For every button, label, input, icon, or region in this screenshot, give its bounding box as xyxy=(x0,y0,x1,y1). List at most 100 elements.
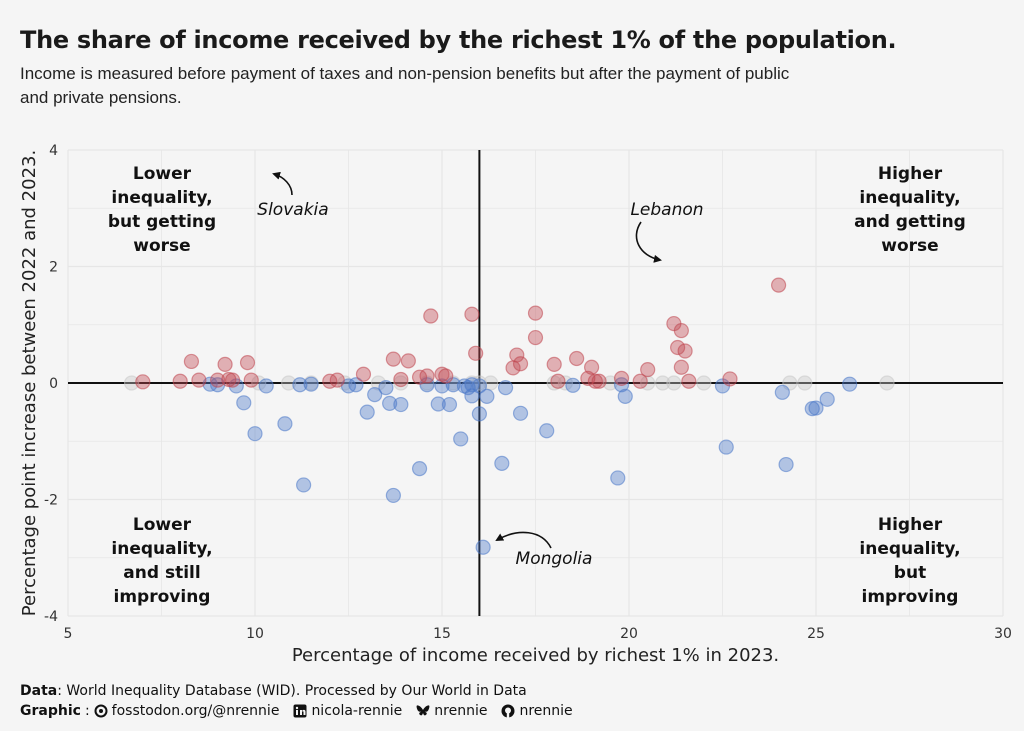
graphic-credit-caption: Graphic: fosstodon.org/@nrennie nicola-r… xyxy=(20,703,573,719)
point-decrease xyxy=(494,455,510,471)
point-decrease xyxy=(453,431,469,447)
point-decrease xyxy=(385,487,401,504)
chart-subtitle: Income is measured before payment of tax… xyxy=(20,64,790,107)
point-increase xyxy=(210,372,226,388)
linkedin-handle[interactable]: nicola-rennie xyxy=(311,703,403,719)
y-axis-label: Percentage point increase between 2022 a… xyxy=(19,150,40,616)
point-decrease xyxy=(430,396,446,412)
point-decrease xyxy=(808,400,824,416)
y-tick-label: 0 xyxy=(49,376,58,392)
point-increase xyxy=(550,373,566,389)
mastodon-icon xyxy=(94,704,108,718)
point-decrease xyxy=(411,461,428,477)
point-decrease xyxy=(367,387,383,403)
quadrant-label-line: inequality, xyxy=(859,539,960,559)
data-label: Data xyxy=(20,683,58,699)
annotation-label: Slovakia xyxy=(257,200,328,220)
mastodon-handle[interactable]: fosstodon.org/@nrennie xyxy=(111,703,280,719)
point-decrease xyxy=(296,477,312,493)
quadrant-label-line: Higher xyxy=(878,515,943,535)
data-points xyxy=(123,277,895,555)
point-decrease xyxy=(247,426,263,442)
quadrant-label-line: Lower xyxy=(133,515,192,535)
quadrant-label-line: inequality, xyxy=(111,539,212,559)
point-decrease xyxy=(610,470,626,486)
point-decrease xyxy=(479,388,495,404)
point-increase xyxy=(670,339,686,356)
annotation-label: Lebanon xyxy=(630,200,703,220)
point-increase xyxy=(640,362,656,378)
point-increase xyxy=(527,329,544,346)
point-increase xyxy=(464,306,480,322)
quadrant-label-line: Lower xyxy=(133,164,192,184)
chart-title: The share of income received by the rich… xyxy=(20,26,897,54)
point-no-change xyxy=(393,375,409,391)
quadrant-label-line: improving xyxy=(114,587,211,607)
y-tick-label: 4 xyxy=(49,143,58,159)
point-increase xyxy=(385,351,401,367)
quadrant-label-line: and still xyxy=(123,563,200,583)
point-increase xyxy=(419,368,435,384)
point-no-change xyxy=(281,375,297,391)
quadrant-label-line: but xyxy=(894,563,926,583)
quadrant-label-line: Higher xyxy=(878,164,943,184)
x-tick-label: 25 xyxy=(807,626,825,642)
point-decrease xyxy=(359,404,375,420)
point-decrease xyxy=(292,377,308,393)
point-increase xyxy=(183,353,200,370)
quadrant-label-line: worse xyxy=(133,236,190,256)
point-increase xyxy=(355,366,372,382)
point-increase xyxy=(393,371,409,388)
point-decrease xyxy=(441,396,458,413)
point-decrease xyxy=(258,378,274,394)
point-increase xyxy=(591,373,607,389)
bluesky-handle[interactable]: nrennie xyxy=(434,703,488,719)
point-increase xyxy=(135,374,151,390)
point-decrease xyxy=(842,376,858,392)
x-tick-label: 5 xyxy=(64,626,73,642)
point-increase xyxy=(673,322,689,339)
point-increase xyxy=(569,350,585,367)
quadrant-label-line: improving xyxy=(862,587,959,607)
point-increase xyxy=(329,372,345,388)
point-decrease xyxy=(617,388,633,404)
point-decrease xyxy=(718,439,734,455)
point-increase xyxy=(509,347,525,363)
point-increase xyxy=(546,356,562,372)
point-decrease xyxy=(277,416,293,432)
point-increase xyxy=(243,372,259,388)
point-decrease xyxy=(565,377,581,393)
point-increase xyxy=(587,373,603,389)
point-increase xyxy=(677,343,693,359)
point-increase xyxy=(423,308,439,324)
x-tick-label: 20 xyxy=(620,626,638,642)
point-increase xyxy=(673,359,689,375)
point-decrease xyxy=(471,378,487,394)
point-increase xyxy=(239,355,256,371)
point-increase xyxy=(172,373,188,389)
github-icon xyxy=(501,704,515,718)
github-handle[interactable]: nrennie xyxy=(519,703,573,719)
point-increase xyxy=(512,356,529,372)
point-no-change xyxy=(666,375,682,391)
point-increase xyxy=(224,372,241,388)
quadrant-label-line: inequality, xyxy=(111,188,212,208)
quadrant-label-line: and getting xyxy=(854,212,966,232)
point-no-change xyxy=(797,375,813,391)
point-increase xyxy=(770,277,787,293)
quadrant-label-line: inequality, xyxy=(859,188,960,208)
point-decrease xyxy=(348,377,364,393)
quadrant-label-line: but getting xyxy=(108,212,216,232)
scatter-chart: 5 10 15 20 25 30 -4 -2 0 2 4 Lower inequality, but g… xyxy=(19,143,1012,666)
point-increase xyxy=(681,373,697,389)
point-increase xyxy=(191,372,207,388)
point-decrease xyxy=(382,395,398,411)
quadrant-labels: Lower inequality, but getting worse Higher in… xyxy=(108,164,966,607)
point-decrease xyxy=(378,380,394,396)
point-increase xyxy=(632,373,648,389)
point-increase xyxy=(583,359,600,375)
point-increase xyxy=(438,368,454,384)
point-decrease xyxy=(774,384,790,400)
point-decrease xyxy=(512,405,529,421)
point-increase xyxy=(468,345,484,361)
